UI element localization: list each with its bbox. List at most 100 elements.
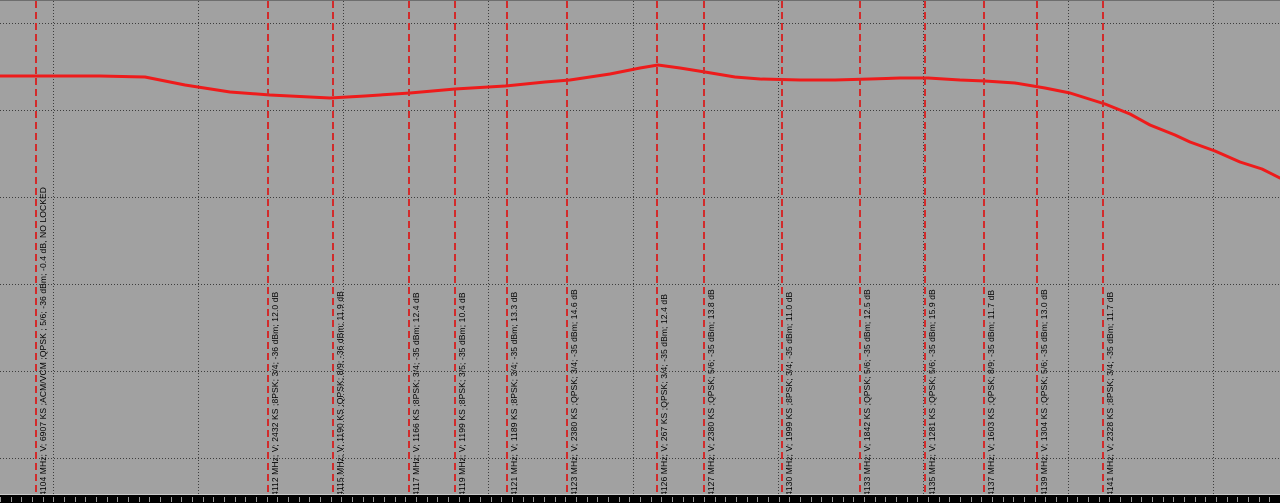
carrier-marker-line[interactable] (506, 1, 508, 495)
carrier-marker-line[interactable] (859, 1, 861, 495)
axis-tick (341, 497, 342, 502)
axis-tick (1184, 497, 1185, 502)
axis-tick (597, 497, 598, 502)
carrier-marker-line[interactable] (703, 1, 705, 495)
axis-tick (843, 497, 844, 502)
axis-tick (853, 497, 854, 502)
axis-tick (747, 497, 748, 502)
axis-tick (640, 497, 641, 502)
axis-tick (1248, 497, 1249, 502)
carrier-label: 4119 MHz; V; 1199 KS ;8PSK; 3/5; -35 dBm… (457, 292, 469, 496)
carrier-label: 4115 MHz; V; 1190 KS ;QPSK; 8/9; -36 dBm… (335, 291, 347, 496)
carrier-label: 4112 MHz; V; 2432 KS ;8PSK; 3/4; -36 dBm… (270, 292, 282, 496)
h-gridline (0, 197, 1280, 198)
axis-tick (96, 497, 97, 502)
axis-tick (1163, 497, 1164, 502)
carrier-marker-line[interactable] (781, 1, 783, 495)
carrier-label: 4121 MHz; V; 1189 KS ;8PSK; 3/4; -35 dBm… (509, 292, 521, 496)
axis-tick (171, 497, 172, 502)
carrier-marker-line[interactable] (1102, 1, 1104, 495)
carrier-marker-line[interactable] (1036, 1, 1038, 495)
carrier-marker-line[interactable] (454, 1, 456, 495)
axis-tick (320, 497, 321, 502)
carrier-label: 4135 MHz; V; 1281 KS ;QPSK; 5/6; -35 dBm… (927, 289, 939, 496)
axis-tick (224, 497, 225, 502)
v-gridline (488, 1, 489, 495)
carrier-marker-line[interactable] (566, 1, 568, 495)
carrier-label-text: 4112 MHz; V; 2432 KS ;8PSK; 3/4; -36 dBm… (270, 291, 280, 496)
carrier-label-text: 4139 MHz; V; 1304 KS ;QPSK; 5/6; -35 dBm… (1039, 289, 1049, 496)
axis-tick (160, 497, 161, 502)
axis-tick (821, 497, 822, 502)
h-gridline (0, 110, 1280, 111)
axis-tick (533, 497, 534, 502)
axis-tick (949, 497, 950, 502)
axis-tick (288, 497, 289, 502)
axis-tick (75, 497, 76, 502)
axis-tick (416, 497, 417, 502)
axis-tick (672, 497, 673, 502)
axis-tick (384, 497, 385, 502)
carrier-marker-line[interactable] (408, 1, 410, 495)
axis-tick (299, 497, 300, 502)
axis-tick (779, 497, 780, 502)
axis-tick (395, 497, 396, 502)
axis-tick (960, 497, 961, 502)
axis-tick (192, 497, 193, 502)
axis-tick (683, 497, 684, 502)
axis-tick (437, 497, 438, 502)
axis-tick (789, 497, 790, 502)
carrier-marker-line[interactable] (656, 1, 658, 495)
axis-tick (1120, 497, 1121, 502)
axis-tick (331, 497, 332, 502)
axis-tick (43, 497, 44, 502)
carrier-marker-line[interactable] (267, 1, 269, 495)
axis-tick (64, 497, 65, 502)
carrier-marker-line[interactable] (35, 1, 37, 495)
axis-tick (800, 497, 801, 502)
carrier-label-text: 4104 MHz; V; 6907 KS ;ACM/VCM ;QPSK ; 5/… (38, 186, 48, 496)
axis-tick (1152, 497, 1153, 502)
axis-tick (875, 497, 876, 502)
axis-tick (1259, 497, 1260, 502)
v-gridline (778, 1, 779, 495)
axis-tick (907, 497, 908, 502)
axis-tick (117, 497, 118, 502)
carrier-marker-line[interactable] (924, 1, 926, 495)
axis-tick (1045, 497, 1046, 502)
carrier-marker-line[interactable] (332, 1, 334, 495)
axis-tick (864, 497, 865, 502)
axis-tick (277, 497, 278, 502)
axis-tick (448, 497, 449, 502)
axis-tick (32, 497, 33, 502)
v-gridline (1068, 1, 1069, 495)
carrier-label-text: 4133 MHz; V; 1842 KS ;QPSK; 5/6; -35 dBm… (862, 289, 872, 496)
h-gridline (0, 458, 1280, 459)
carrier-marker-line[interactable] (983, 1, 985, 495)
axis-tick (1269, 497, 1270, 502)
axis-tick (1088, 497, 1089, 502)
axis-tick (587, 497, 588, 502)
v-gridline (53, 1, 54, 495)
axis-tick (885, 497, 886, 502)
carrier-label-text: 4141 MHz; V; 2328 KS ;8PSK; 3/4; -35 dBm… (1105, 291, 1115, 496)
axis-tick (619, 497, 620, 502)
axis-tick (501, 497, 502, 502)
axis-tick (725, 497, 726, 502)
carrier-label-text: 4126 MHz; V; 267 KS ;QPSK; 3/4; -35 dBm;… (659, 294, 669, 496)
carrier-label-text: 4121 MHz; V; 1189 KS ;8PSK; 3/4; -35 dBm… (509, 291, 519, 496)
axis-tick (693, 497, 694, 502)
axis-tick (0, 497, 1, 502)
v-gridline (1213, 1, 1214, 495)
axis-tick (1024, 497, 1025, 502)
axis-tick (373, 497, 374, 502)
axis-tick (203, 497, 204, 502)
axis-tick (832, 497, 833, 502)
axis-tick (309, 497, 310, 502)
axis-tick (896, 497, 897, 502)
axis-tick (459, 497, 460, 502)
axis-tick (11, 497, 12, 502)
axis-tick (1056, 497, 1057, 502)
